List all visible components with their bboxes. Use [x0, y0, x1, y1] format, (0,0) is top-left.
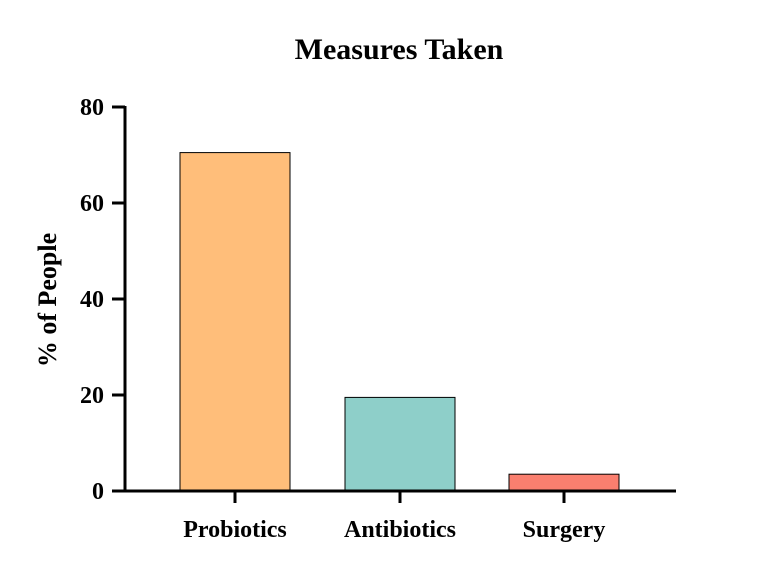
- x-tick-label-antibiotics: Antibiotics: [344, 517, 456, 543]
- x-tick-label-surgery: Surgery: [523, 517, 606, 543]
- y-tick-label-40: 40: [80, 287, 104, 313]
- bar-probiotics: [179, 152, 291, 492]
- y-tick-label-60: 60: [80, 191, 104, 217]
- y-ticks-group: 0 20 40 60 80: [80, 95, 125, 505]
- bar-surgery: [508, 473, 620, 492]
- y-axis-label: % of People: [33, 233, 62, 367]
- y-tick-label-0: 0: [92, 479, 104, 505]
- x-tick-label-probiotics: Probiotics: [183, 517, 287, 543]
- y-tick-label-80: 80: [80, 95, 104, 121]
- chart-title: Measures Taken: [295, 33, 504, 66]
- bar-antibiotics: [344, 396, 456, 492]
- x-categories-group: Probiotics Antibiotics Surgery: [183, 491, 605, 543]
- y-tick-label-20: 20: [80, 383, 104, 409]
- bars-group: [179, 152, 620, 492]
